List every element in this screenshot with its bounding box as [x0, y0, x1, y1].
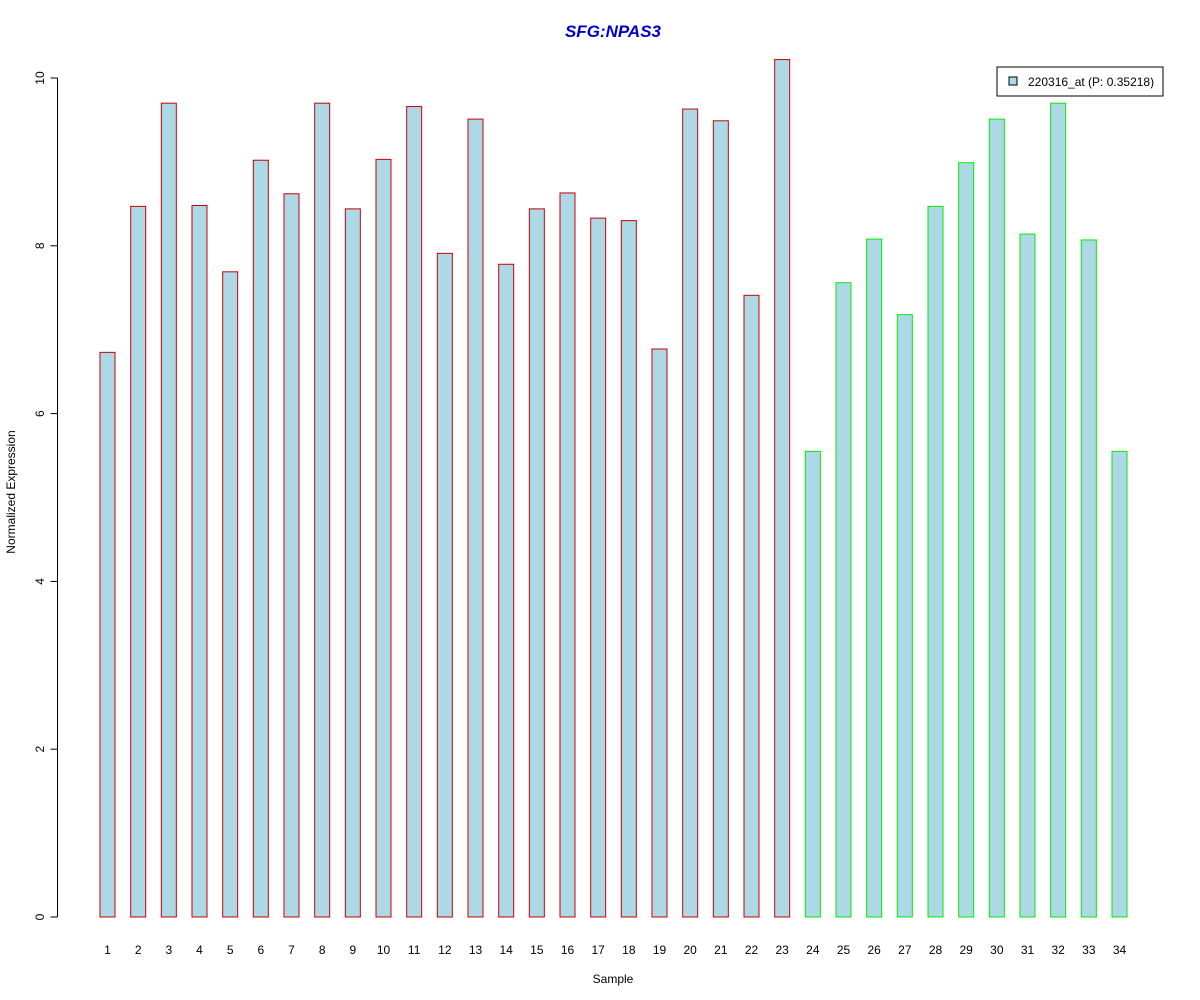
x-tick-label: 29: [959, 943, 973, 957]
x-tick-label: 5: [227, 943, 234, 957]
x-axis-label: Sample: [593, 972, 634, 986]
x-tick-label: 22: [745, 943, 759, 957]
bar-sample-5: [222, 271, 239, 918]
x-tick-label: 20: [683, 943, 697, 957]
x-tick-label: 27: [898, 943, 912, 957]
x-tick-label: 33: [1082, 943, 1096, 957]
bar-sample-30: [988, 118, 1005, 918]
bar-sample-23: [774, 59, 791, 918]
bar-sample-15: [528, 208, 545, 918]
bar-sample-17: [590, 217, 607, 918]
x-tick-label: 25: [837, 943, 851, 957]
x-tick-label: 9: [349, 943, 356, 957]
x-tick-label: 31: [1021, 943, 1035, 957]
chart-title: SFG:NPAS3: [565, 22, 662, 41]
x-tick-label: 7: [288, 943, 295, 957]
bar-sample-3: [160, 102, 177, 918]
y-axis-label: Normalized Expression: [4, 430, 18, 553]
x-tick-label: 4: [196, 943, 203, 957]
bars: [99, 59, 1128, 918]
x-tick-label: 17: [591, 943, 605, 957]
x-tick-label: 2: [135, 943, 142, 957]
x-tick-label: 28: [929, 943, 943, 957]
x-tick-label: 10: [377, 943, 391, 957]
bar-sample-6: [252, 159, 269, 918]
legend-label: 220316_at (P: 0.35218): [1028, 75, 1154, 89]
y-tick-label: 10: [33, 71, 47, 85]
legend-box: [996, 66, 1164, 97]
x-tick-labels: 1 2 3 4 5 6 7 8 9 10 11 12 13 14 15 16 17 18 19 20 21 22 23 24 2…: [104, 943, 1126, 957]
x-tick-label: 21: [714, 943, 728, 957]
x-tick-label: 19: [653, 943, 667, 957]
bar-sample-33: [1080, 239, 1097, 918]
bar-sample-22: [743, 294, 760, 918]
bar-sample-32: [1050, 102, 1067, 918]
x-tick-label: 16: [561, 943, 575, 957]
bar-sample-9: [344, 208, 361, 918]
bar-sample-26: [866, 238, 883, 918]
bar-sample-25: [835, 282, 852, 918]
x-tick-label: 30: [990, 943, 1004, 957]
bar-sample-13: [467, 118, 484, 918]
bar-sample-28: [927, 205, 944, 918]
bar-sample-21: [712, 120, 729, 918]
y-axis: 0 2 4 6 8 10: [33, 71, 58, 920]
x-tick-label: 11: [408, 943, 421, 957]
bar-sample-34: [1111, 450, 1128, 918]
legend-swatch: [1008, 76, 1018, 86]
bar-sample-19: [651, 348, 668, 918]
x-tick-label: 8: [319, 943, 326, 957]
x-tick-label: 34: [1113, 943, 1127, 957]
y-tick-label: 0: [33, 913, 47, 920]
bar-sample-31: [1019, 233, 1036, 918]
x-tick-label: 6: [257, 943, 264, 957]
x-tick-label: 12: [438, 943, 452, 957]
x-tick-label: 24: [806, 943, 820, 957]
bar-sample-12: [436, 252, 453, 918]
x-tick-label: 3: [165, 943, 172, 957]
bar-sample-2: [130, 205, 147, 918]
bar-sample-14: [498, 263, 515, 918]
x-tick-label: 23: [775, 943, 789, 957]
y-tick-label: 2: [33, 746, 47, 753]
bar-sample-18: [620, 220, 637, 918]
bar-sample-24: [804, 450, 821, 918]
bar-sample-29: [958, 162, 975, 918]
bar-sample-7: [283, 193, 300, 918]
bar-sample-11: [406, 106, 423, 918]
x-tick-label: 26: [867, 943, 881, 957]
bar-sample-10: [375, 158, 392, 918]
legend: 220316_at (P: 0.35218): [996, 66, 1164, 97]
x-tick-label: 15: [530, 943, 544, 957]
x-tick-label: 32: [1051, 943, 1065, 957]
y-tick-label: 6: [33, 410, 47, 417]
bar-sample-4: [191, 205, 208, 918]
x-tick-label: 14: [499, 943, 513, 957]
bar-sample-20: [682, 108, 699, 918]
bar-sample-8: [314, 102, 331, 918]
bar-sample-1: [99, 351, 116, 918]
y-tick-label: 8: [33, 242, 47, 249]
bar-sample-27: [896, 314, 913, 918]
bar-sample-16: [559, 192, 576, 918]
x-tick-label: 13: [469, 943, 483, 957]
x-tick-label: 18: [622, 943, 636, 957]
y-tick-label: 4: [33, 578, 47, 585]
x-tick-label: 1: [104, 943, 111, 957]
